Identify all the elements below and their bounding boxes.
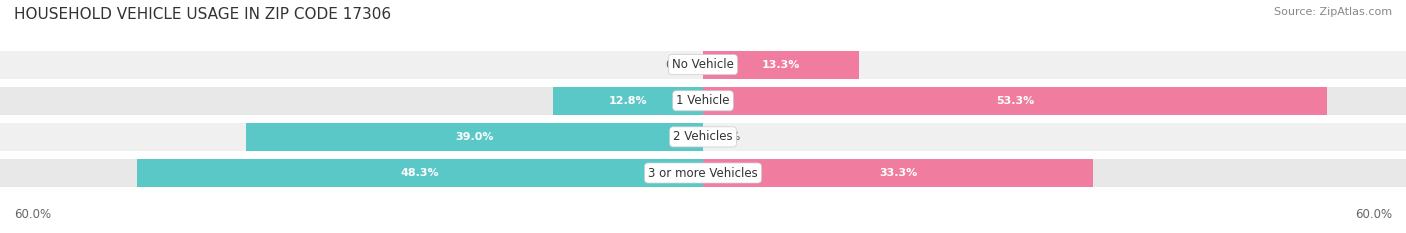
Text: 53.3%: 53.3% <box>995 96 1035 106</box>
Bar <box>703 87 1327 115</box>
Bar <box>703 123 1406 151</box>
Text: 60.0%: 60.0% <box>1355 208 1392 221</box>
Text: 12.8%: 12.8% <box>609 96 647 106</box>
Bar <box>703 51 859 79</box>
Bar <box>703 159 1094 187</box>
Bar <box>553 87 703 115</box>
Text: 13.3%: 13.3% <box>762 60 800 70</box>
Bar <box>703 159 1406 187</box>
Bar <box>0 51 703 79</box>
Text: HOUSEHOLD VEHICLE USAGE IN ZIP CODE 17306: HOUSEHOLD VEHICLE USAGE IN ZIP CODE 1730… <box>14 7 391 22</box>
Text: Source: ZipAtlas.com: Source: ZipAtlas.com <box>1274 7 1392 17</box>
Bar <box>0 123 703 151</box>
Bar <box>703 87 1406 115</box>
Text: 39.0%: 39.0% <box>456 132 494 142</box>
Bar <box>0 159 703 187</box>
Text: 48.3%: 48.3% <box>401 168 439 178</box>
Bar <box>703 51 1406 79</box>
Text: 0.0%: 0.0% <box>665 60 693 70</box>
Bar <box>0 87 703 115</box>
Text: 1 Vehicle: 1 Vehicle <box>676 94 730 107</box>
Text: 60.0%: 60.0% <box>14 208 51 221</box>
Text: No Vehicle: No Vehicle <box>672 58 734 71</box>
Bar <box>246 123 703 151</box>
Bar <box>138 159 703 187</box>
Text: 0.0%: 0.0% <box>713 132 741 142</box>
Text: 33.3%: 33.3% <box>879 168 917 178</box>
Text: 2 Vehicles: 2 Vehicles <box>673 130 733 143</box>
Text: 3 or more Vehicles: 3 or more Vehicles <box>648 167 758 179</box>
